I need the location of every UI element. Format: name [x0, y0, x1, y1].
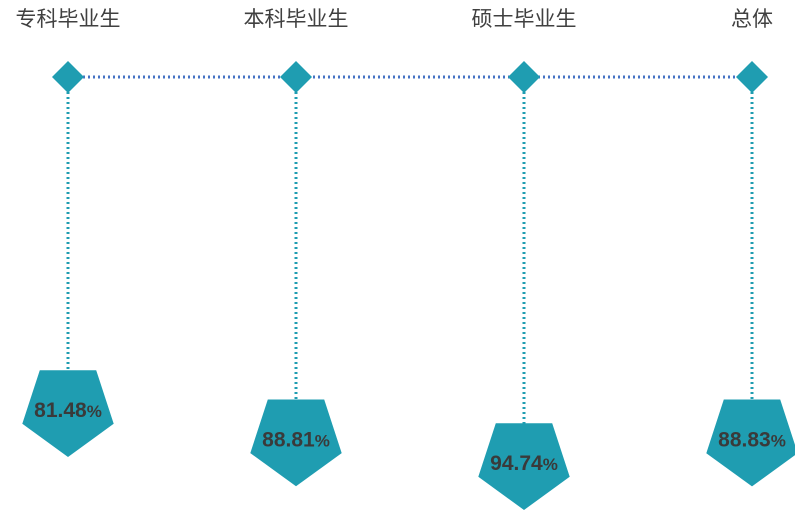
category-label-0: 专科毕业生	[16, 7, 121, 31]
value-marker-0	[22, 370, 114, 457]
category-label-1: 本科毕业生	[244, 7, 349, 31]
diamond-marker-1	[280, 61, 312, 93]
value-unit-1: %	[315, 431, 330, 450]
value-label-2: 94.74%	[490, 452, 558, 475]
value-marker-1	[250, 399, 342, 487]
value-number-1: 88.81	[262, 428, 315, 451]
category-label-3: 总体	[731, 7, 773, 31]
diamond-marker-2	[508, 61, 540, 93]
value-unit-2: %	[543, 455, 558, 474]
diamond-marker-3	[736, 61, 768, 93]
value-number-2: 94.74	[490, 452, 543, 475]
category-label-2: 硕士毕业生	[472, 7, 577, 31]
diamond-marker-0	[52, 61, 84, 93]
value-marker-3	[706, 399, 795, 487]
value-label-3: 88.83%	[718, 428, 786, 451]
value-marker-2	[478, 423, 570, 510]
value-label-1: 88.81%	[262, 428, 330, 451]
value-number-0: 81.48	[34, 399, 87, 422]
value-unit-0: %	[87, 402, 102, 421]
value-label-0: 81.48%	[34, 399, 102, 422]
value-number-3: 88.83	[718, 428, 771, 451]
value-unit-3: %	[771, 431, 786, 450]
